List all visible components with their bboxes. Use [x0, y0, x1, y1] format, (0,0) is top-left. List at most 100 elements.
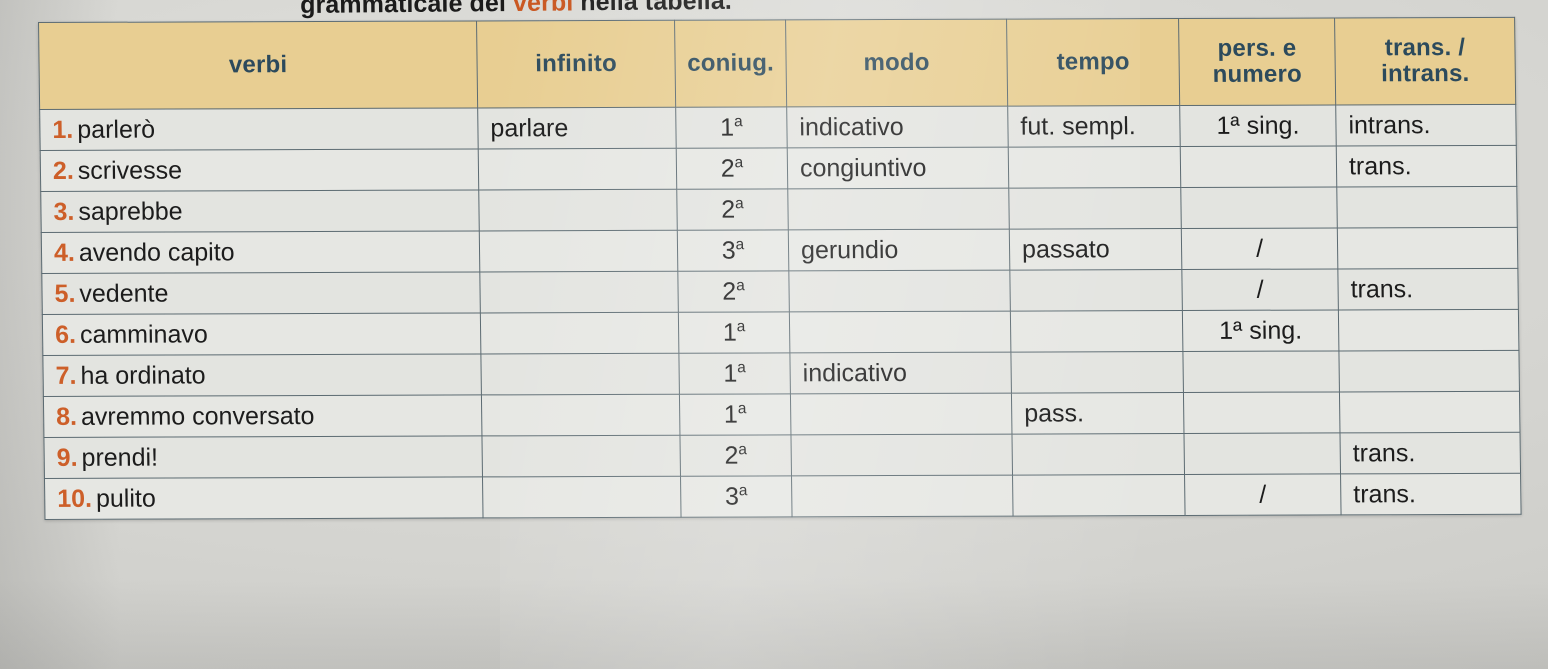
cell-transitivita: intrans. — [1335, 104, 1517, 146]
cell-verbo: 2. scrivesse — [40, 148, 479, 192]
cell-modo: congiuntivo — [787, 147, 1009, 189]
instruction-text-after: nella tabella. — [573, 0, 732, 17]
coniug-ordinal: a — [735, 235, 745, 253]
pers-header-line2: numero — [1212, 60, 1303, 88]
cell-verbo: 7. ha ordinato — [42, 353, 482, 397]
column-header-verbi: verbi — [38, 20, 478, 110]
table-row: 7. ha ordinato 1a indicativo — [42, 350, 1520, 397]
cell-transitivita: trans. — [1336, 145, 1517, 187]
cell-infinito — [481, 394, 680, 436]
verbo-text: prendi! — [81, 443, 159, 472]
trans-header-line2: intrans. — [1380, 60, 1470, 88]
cell-coniugazione: 3a — [680, 475, 793, 518]
column-header-pers-numero: pers. e numero — [1178, 17, 1336, 106]
cell-modo — [787, 188, 1010, 230]
row-number: 5. — [54, 279, 76, 308]
table-row: 8. avremmo conversato 1a pass. — [43, 391, 1520, 438]
cell-tempo: pass. — [1011, 392, 1184, 435]
cell-persona-numero — [1180, 186, 1338, 229]
cell-persona-numero — [1183, 391, 1340, 434]
table-body: 1. parlerò parlare 1a indicativo fut. sempl. 1… — [39, 104, 1522, 520]
cell-persona-numero: / — [1184, 473, 1342, 516]
cell-infinito — [480, 353, 680, 395]
coniug-ordinal: a — [733, 112, 743, 130]
cell-coniugazione: 1a — [678, 352, 791, 395]
coniug-number: 2 — [722, 277, 737, 306]
row-number: 8. — [55, 402, 78, 431]
verbo-text: scrivesse — [77, 155, 183, 185]
cell-persona-numero: 1ª sing. — [1182, 309, 1339, 352]
cell-infinito — [480, 312, 679, 354]
verbo-text: vedente — [79, 279, 169, 308]
table-row: 6. camminavo 1a 1ª sing. — [42, 309, 1519, 356]
instruction-highlight-verbi: verbi — [512, 0, 574, 17]
row-number: 7. — [55, 361, 77, 390]
coniug-ordinal: a — [736, 317, 746, 335]
table-row: 5. vedente 2a / trans. — [41, 268, 1519, 315]
coniug-ordinal: a — [734, 153, 744, 171]
verbo-text: saprebbe — [78, 196, 183, 226]
cell-coniugazione: 2a — [679, 434, 792, 477]
cell-modo: indicativo — [786, 106, 1009, 148]
table-row: 4. avendo capito 3a gerundio passato / — [41, 227, 1518, 274]
cell-modo — [788, 270, 1011, 312]
cell-verbo: 9. prendi! — [43, 435, 483, 479]
cell-modo: gerundio — [788, 229, 1010, 271]
coniug-number: 3 — [724, 482, 740, 511]
cell-persona-numero — [1180, 145, 1337, 188]
coniug-ordinal: a — [738, 440, 748, 458]
cell-transitivita — [1337, 227, 1518, 269]
cell-verbo: 1. parlerò — [39, 107, 479, 151]
cell-tempo: fut. sempl. — [1007, 105, 1181, 148]
coniug-ordinal: a — [737, 358, 746, 376]
table-row: 10. pulito 3a / trans. — [44, 473, 1522, 520]
cell-verbo: 6. camminavo — [42, 312, 481, 356]
cell-persona-numero: 1ª sing. — [1179, 104, 1337, 147]
instruction-text-before: grammaticale dei — [300, 0, 514, 19]
verbo-text: pulito — [95, 484, 156, 513]
row-number: 9. — [56, 443, 78, 472]
cell-tempo: passato — [1009, 228, 1182, 271]
coniug-ordinal: a — [736, 276, 745, 294]
cell-infinito: parlare — [477, 107, 677, 149]
coniug-number: 1 — [722, 318, 737, 347]
table-row: 9. prendi! 2a trans. — [43, 432, 1521, 479]
row-number: 4. — [53, 238, 76, 267]
verbi-table-container: verbi infinito coniug. modo tempo pers. … — [38, 17, 1522, 638]
verbi-analysis-table: verbi infinito coniug. modo tempo pers. … — [38, 17, 1522, 520]
verbo-text: ha ordinato — [80, 360, 206, 390]
row-number: 10. — [57, 484, 93, 513]
coniug-ordinal: a — [734, 194, 744, 212]
trans-header-line1: trans. / — [1384, 34, 1466, 62]
cell-coniugazione: 2a — [676, 147, 788, 190]
cell-verbo: 8. avremmo conversato — [43, 394, 482, 438]
table-row: 3. saprebbe 2a — [40, 186, 1518, 233]
pers-header-line1: pers. e — [1217, 34, 1297, 62]
row-number: 1. — [52, 115, 74, 144]
cell-persona-numero: / — [1181, 227, 1338, 270]
cell-verbo: 4. avendo capito — [41, 230, 480, 274]
cell-modo — [790, 434, 1013, 476]
cell-transitivita: trans. — [1337, 268, 1519, 310]
column-header-coniug: coniug. — [674, 19, 787, 108]
cell-transitivita — [1338, 309, 1519, 351]
cell-verbo: 10. pulito — [44, 476, 484, 520]
cell-infinito — [478, 189, 678, 231]
coniug-number: 2 — [724, 441, 739, 470]
cell-coniugazione: 1a — [678, 311, 790, 354]
cell-transitivita — [1338, 350, 1520, 392]
cell-coniugazione: 3a — [677, 229, 789, 272]
cell-persona-numero — [1183, 432, 1341, 475]
table-header-row: verbi infinito coniug. modo tempo pers. … — [38, 17, 1516, 110]
cell-coniugazione: 1a — [675, 106, 788, 149]
coniug-number: 1 — [723, 400, 739, 429]
page-shadow-bottom — [0, 579, 1548, 669]
cell-transitivita — [1339, 391, 1520, 433]
cell-infinito — [478, 148, 677, 190]
coniug-number: 1 — [719, 113, 735, 142]
column-header-trans-intrans: trans. / intrans. — [1334, 17, 1516, 105]
verbo-text: avendo capito — [78, 237, 235, 267]
cell-infinito — [479, 271, 679, 313]
cell-infinito — [479, 230, 678, 272]
cell-tempo — [1010, 310, 1183, 353]
